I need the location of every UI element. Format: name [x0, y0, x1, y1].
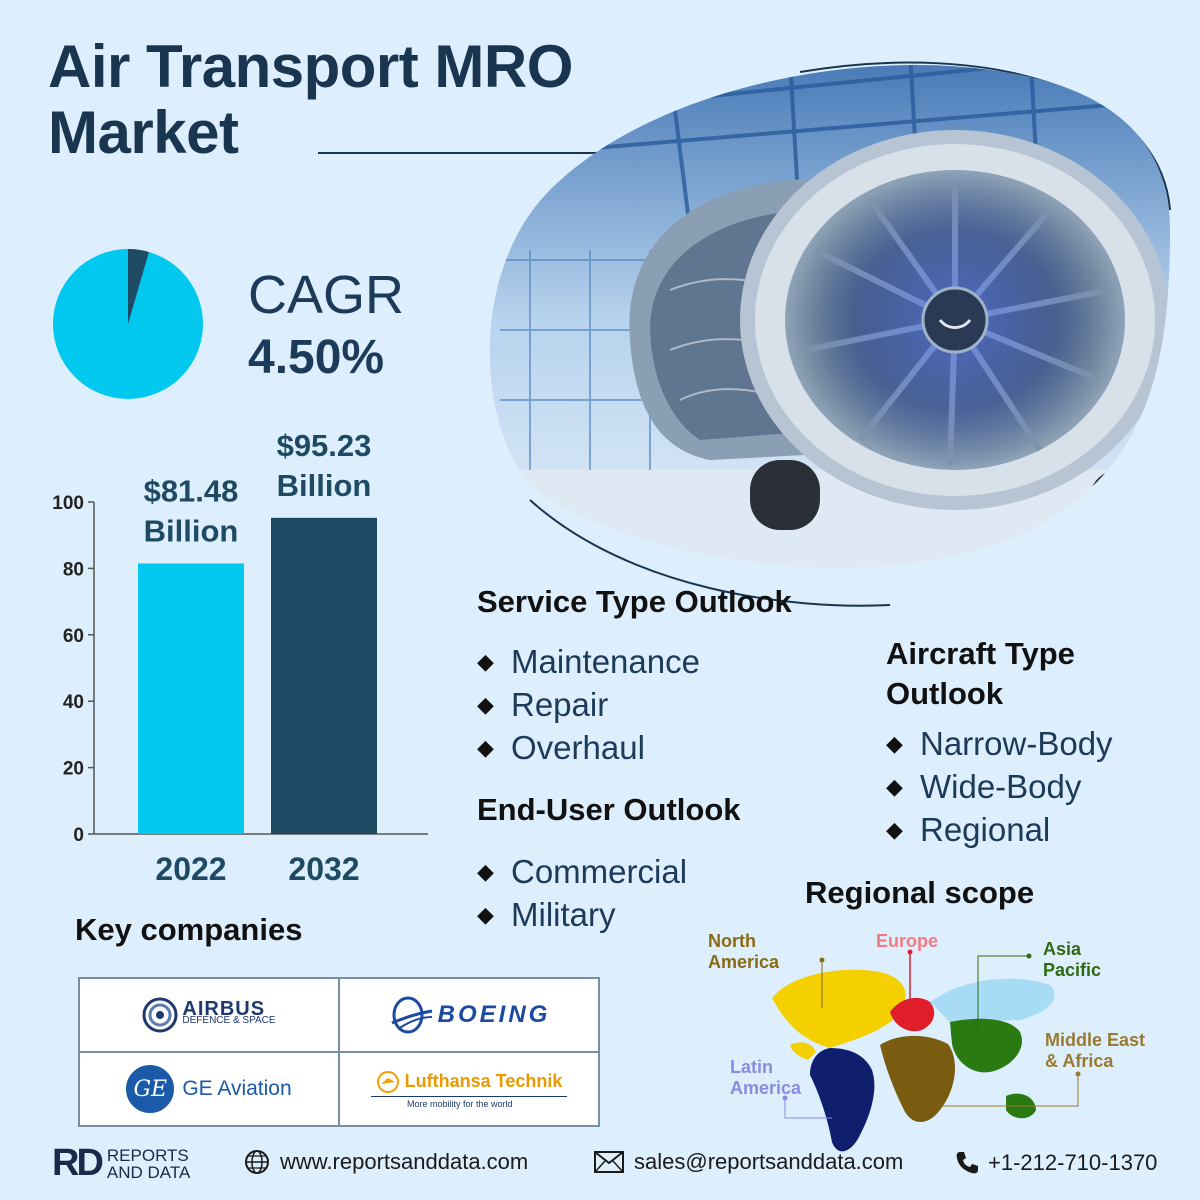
diamond-bullet-icon: ◆ — [477, 649, 494, 674]
europe-region — [890, 997, 935, 1032]
page-title: Air Transport MRO Market — [48, 34, 748, 166]
bar-data-label: $81.48 — [144, 473, 239, 508]
y-tick-label: 40 — [63, 692, 84, 713]
world-map — [772, 949, 1081, 1152]
bar-data-label: Billion — [277, 468, 372, 503]
cagr-value: 4.50% — [248, 331, 385, 384]
list-item: ◆ Maintenance — [477, 640, 700, 683]
y-tick-label: 60 — [63, 626, 84, 647]
y-tick-label: 0 — [73, 825, 84, 846]
market-size-bar-chart: 0 20 40 60 80 100 2022 $81.48 Billion 2032 $95.23… — [52, 428, 428, 887]
x-tick-label: 2032 — [288, 851, 359, 887]
latin-america-label: Latin America — [730, 1057, 802, 1098]
boeing-symbol-icon — [391, 996, 432, 1034]
airbus-logo: AIRBUS DEFENCE & SPACE — [79, 978, 339, 1052]
diamond-bullet-icon: ◆ — [886, 817, 903, 842]
lufthansa-crane-icon — [376, 1070, 399, 1093]
diamond-bullet-icon: ◆ — [886, 731, 903, 756]
aircraft-type-list: ◆ Narrow-Body ◆ Wide-Body ◆ Regional — [886, 722, 1113, 851]
diamond-bullet-icon: ◆ — [477, 735, 494, 760]
bar-2032 — [271, 517, 377, 834]
regional-scope-heading: Regional scope — [805, 875, 1035, 910]
list-item: ◆ Wide-Body — [886, 765, 1113, 808]
key-companies-grid: AIRBUS DEFENCE & SPACE BOEING GE GE Avia… — [78, 977, 600, 1127]
bar-2022 — [138, 563, 244, 834]
list-item: ◆ Commercial — [477, 850, 687, 893]
phone-icon — [956, 1152, 978, 1174]
title-divider — [318, 152, 818, 154]
ge-monogram-icon: GE — [126, 1065, 175, 1113]
reports-and-data-logo: RD REPORTS AND DATA — [52, 1142, 191, 1184]
title-line-1: Air Transport MRO — [48, 33, 573, 100]
y-tick-label: 80 — [63, 559, 84, 580]
diamond-bullet-icon: ◆ — [886, 774, 903, 799]
y-tick-label: 100 — [52, 493, 84, 514]
airbus-swirl-icon — [142, 997, 178, 1033]
aircraft-type-heading: Aircraft Type Outlook — [886, 636, 1075, 711]
boeing-logo: BOEING — [339, 978, 599, 1052]
middle-east-africa-label: Middle East & Africa — [1045, 1030, 1146, 1071]
middle-east-africa-region — [880, 1035, 955, 1122]
list-item: ◆ Narrow-Body — [886, 722, 1113, 765]
jet-engine-illustration — [489, 61, 1171, 607]
cagr-pie-slice — [128, 249, 149, 324]
asia-pacific-label: Asia Pacific — [1043, 939, 1102, 980]
x-tick-label: 2022 — [155, 851, 226, 887]
cagr-pie-chart — [53, 249, 203, 399]
key-companies-heading: Key companies — [75, 912, 303, 947]
diamond-bullet-icon: ◆ — [477, 902, 494, 927]
service-type-heading: Service Type Outlook — [477, 584, 792, 619]
russia-region — [930, 978, 1055, 1022]
list-item: ◆ Overhaul — [477, 726, 700, 769]
envelope-icon — [594, 1151, 624, 1173]
lufthansa-technik-logo: Lufthansa Technik More mobility for the … — [339, 1052, 599, 1126]
end-user-heading: End-User Outlook — [477, 792, 741, 827]
north-america-region — [772, 969, 906, 1048]
diamond-bullet-icon: ◆ — [477, 859, 494, 884]
rd-mark-icon: RD — [52, 1142, 104, 1184]
service-type-list: ◆ Maintenance ◆ Repair ◆ Overhaul — [477, 640, 700, 769]
europe-label: Europe — [876, 931, 939, 951]
bar-data-label: $95.23 — [277, 428, 372, 463]
north-america-label: North America — [708, 931, 780, 972]
bar-data-label: Billion — [144, 513, 239, 548]
globe-icon — [245, 1150, 269, 1174]
list-item: ◆ Repair — [477, 683, 700, 726]
asia-pacific-region — [950, 1018, 1022, 1073]
ge-aviation-logo: GE GE Aviation — [79, 1052, 339, 1126]
latin-america-region — [810, 1048, 875, 1152]
end-user-list: ◆ Commercial ◆ Military — [477, 850, 687, 936]
diamond-bullet-icon: ◆ — [477, 692, 494, 717]
list-item: ◆ Military — [477, 893, 687, 936]
cagr-label: CAGR — [248, 265, 405, 325]
list-item: ◆ Regional — [886, 808, 1113, 851]
website-link[interactable]: www.reportsanddata.com — [244, 1149, 528, 1175]
phone-link[interactable]: +1-212-710-1370 — [954, 1150, 1157, 1176]
email-link[interactable]: sales@reportsanddata.com — [594, 1149, 903, 1175]
y-tick-label: 20 — [63, 759, 84, 780]
title-line-2: Market — [48, 99, 239, 166]
